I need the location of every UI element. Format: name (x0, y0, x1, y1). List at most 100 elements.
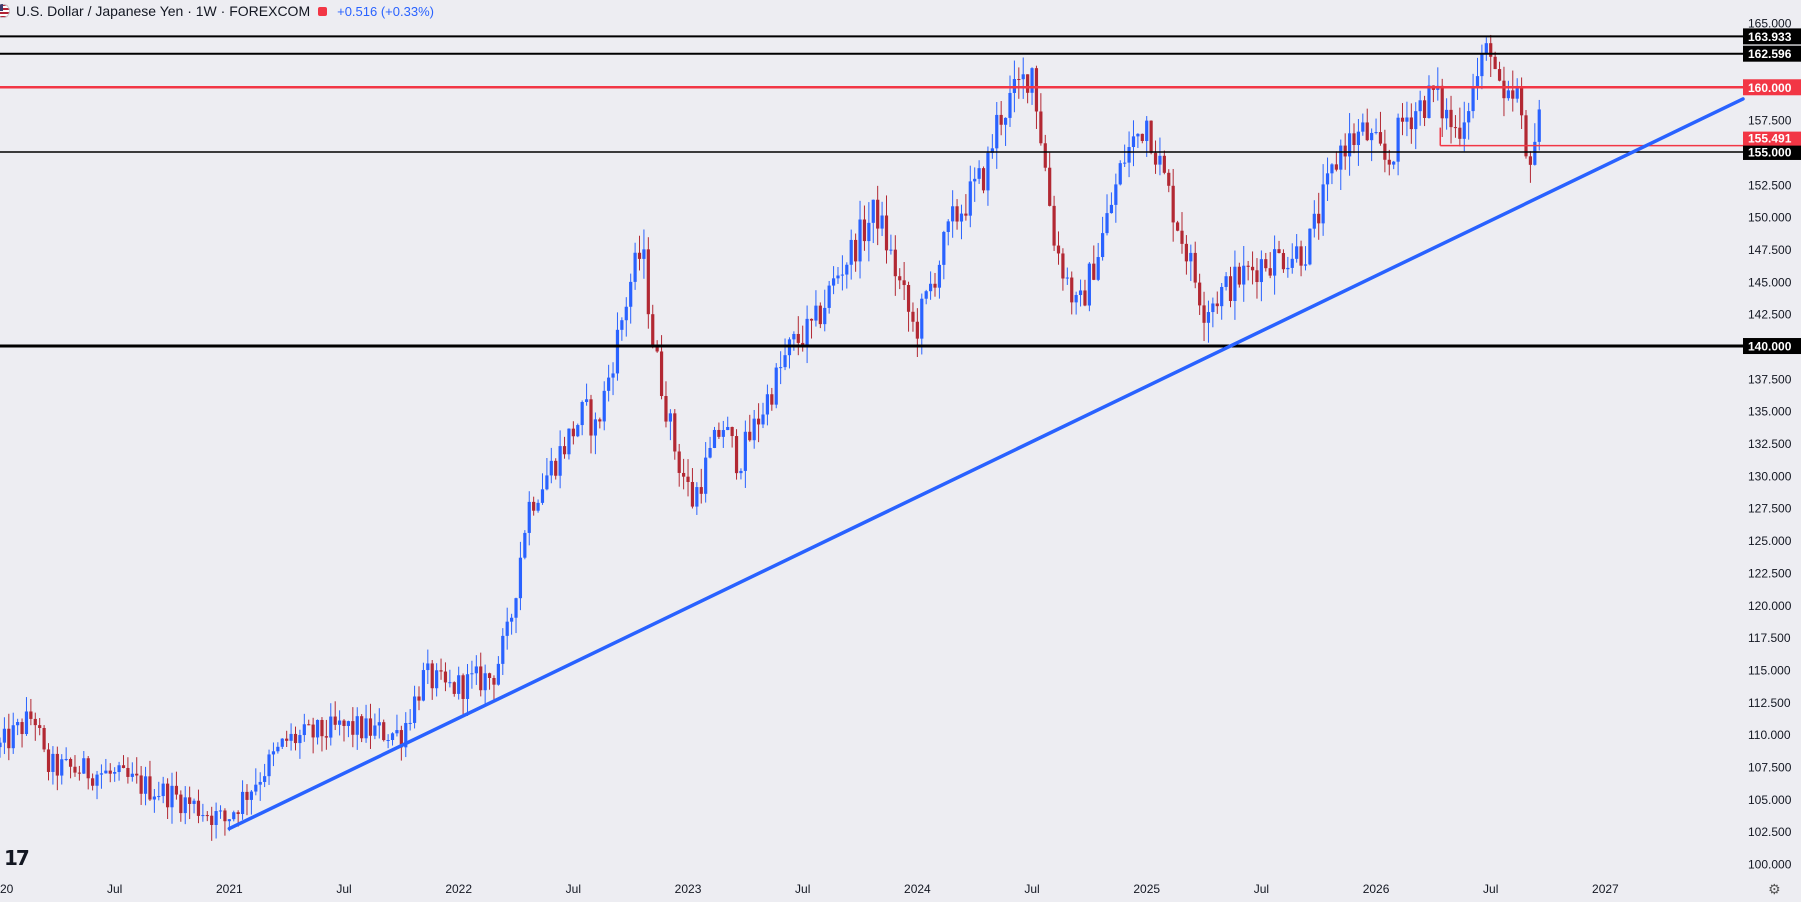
candle-body (73, 766, 77, 773)
price-tick-label: 142.500 (1748, 308, 1792, 322)
candle-body (1140, 133, 1144, 141)
price-tick-label: 130.000 (1748, 469, 1792, 483)
horizontal-levels[interactable] (0, 35, 1743, 348)
candle-body (360, 716, 364, 739)
candle-body (232, 812, 236, 820)
price-tick-label: 147.500 (1748, 243, 1792, 257)
candle-body (293, 733, 298, 744)
candle-body (1074, 295, 1078, 303)
candle-body (752, 418, 756, 441)
candle-body (51, 753, 55, 772)
candle-body (395, 730, 399, 734)
candle-body (642, 249, 646, 259)
candle-body (1096, 257, 1100, 280)
candle-body (562, 446, 567, 455)
candle-body (1343, 145, 1347, 157)
price-axis[interactable]: 100.000 102.500 105.000 107.500 110.000 112.5… (1743, 17, 1801, 872)
candle-body (38, 725, 42, 728)
symbol-legend[interactable]: U.S. Dollar / Japanese Yen · 1W · FOREXC… (0, 2, 434, 20)
candle-body (986, 152, 990, 191)
time-tick-label: Jul (1024, 882, 1039, 896)
time-axis[interactable]: 2020 Jul 2021 Jul 2022 Jul 2023 Jul 2024 Jul 2025 J… (0, 882, 1619, 896)
candle-body (1114, 184, 1118, 205)
candle-body (765, 394, 770, 415)
candle-body (1321, 184, 1325, 224)
candle-body (1180, 230, 1184, 244)
candle-body (117, 765, 121, 773)
candle-body (258, 781, 262, 785)
candle-body (1519, 87, 1524, 116)
candle-body (1105, 213, 1109, 234)
price-tick-label: 132.500 (1748, 437, 1792, 451)
candle-body (1087, 263, 1091, 306)
trendline-layer[interactable] (227, 97, 1745, 831)
candle-body (333, 716, 337, 725)
candle-body (1480, 54, 1484, 77)
us-flag-icon (0, 4, 10, 18)
candle-body (1034, 68, 1039, 112)
candle-body (143, 776, 148, 794)
candle-body (514, 598, 518, 618)
change-marker-icon (318, 6, 328, 16)
candle-body (1092, 263, 1096, 280)
candle-body (1048, 167, 1052, 206)
candle-body (734, 436, 739, 474)
candle-body (536, 502, 540, 511)
candle-body (1303, 264, 1308, 266)
candle-body (267, 754, 271, 777)
candle-body (1056, 245, 1061, 254)
candle-body (748, 431, 752, 441)
candle-body (898, 276, 902, 281)
candle-body (1414, 111, 1418, 130)
candle-body (95, 774, 99, 786)
candle-body (1515, 87, 1519, 99)
candle-body (1224, 276, 1228, 287)
candle-body (218, 810, 223, 812)
candle-body (629, 281, 633, 307)
candle-body (404, 722, 408, 748)
candle-body (1153, 152, 1158, 165)
candle-body (1493, 56, 1497, 70)
candle-body (46, 749, 51, 772)
candle-body (990, 148, 994, 153)
candle-body (324, 736, 328, 738)
time-tick-label: Jul (1254, 882, 1269, 896)
tradingview-logo-icon[interactable]: 17 (4, 846, 30, 870)
candle-body (1171, 185, 1175, 223)
candle-body (377, 722, 381, 726)
candle-body (783, 355, 787, 368)
candle-body (558, 446, 562, 476)
candle-body (271, 751, 276, 755)
candle-body (386, 740, 390, 742)
price-tick-label: 135.000 (1748, 405, 1792, 419)
candle-body (196, 800, 201, 816)
candle-body (501, 635, 505, 664)
candle-body (408, 722, 412, 724)
candle-body (955, 206, 959, 222)
candle-body (823, 307, 827, 325)
candle-body (779, 367, 783, 369)
candle-body (82, 758, 86, 774)
candle-body (1255, 270, 1259, 283)
candle-body (1308, 228, 1312, 265)
candle-body (545, 475, 549, 490)
candle-body (113, 772, 117, 774)
settings-gear-icon[interactable]: ⚙ (1768, 881, 1781, 897)
candle-body (968, 181, 972, 216)
candle-body (695, 487, 699, 507)
candle-body (439, 670, 443, 672)
rising-trendline[interactable] (227, 97, 1745, 831)
candle-body (774, 367, 778, 405)
candle-body (1123, 162, 1127, 164)
candle-body (1471, 86, 1475, 112)
candle-body (770, 394, 774, 405)
price-tick-label: 165.000 (1748, 17, 1792, 31)
candle-body (809, 318, 814, 321)
price-tick-label: 112.500 (1748, 696, 1791, 710)
candle-body (699, 487, 703, 494)
candle-body (285, 738, 289, 741)
candle-body (906, 285, 911, 312)
segment-price-tag (1743, 131, 1801, 146)
candle-body (889, 249, 893, 251)
